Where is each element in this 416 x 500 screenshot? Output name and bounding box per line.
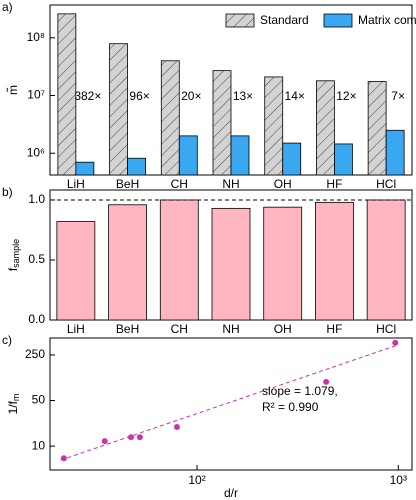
x-tick-label: OH xyxy=(274,322,292,336)
ratio-label: 12× xyxy=(336,89,356,103)
data-point xyxy=(60,455,67,462)
y-tick-label: 10⁶ xyxy=(27,145,45,159)
ratio-label: 13× xyxy=(233,89,253,103)
x-tick-label: CH xyxy=(171,177,188,191)
bar xyxy=(334,143,353,176)
x-tick-label: OH xyxy=(274,177,292,191)
panel-label: b) xyxy=(2,185,13,199)
y-tick-label: 10⁷ xyxy=(27,88,45,102)
bar xyxy=(264,76,284,176)
bar xyxy=(263,206,303,321)
x-axis-label: d/r xyxy=(224,486,238,500)
bar xyxy=(230,135,250,176)
x-tick-label: 10³ xyxy=(390,473,407,487)
data-point xyxy=(173,424,180,431)
ratio-label: 7× xyxy=(391,89,405,103)
axes-frame xyxy=(49,337,413,471)
bar xyxy=(178,135,198,176)
x-tick-label: BeH xyxy=(116,177,139,191)
bar xyxy=(282,142,302,176)
bar xyxy=(160,60,180,176)
fit-annotation: slope = 1.079, xyxy=(262,384,338,398)
y-tick-label: 0.0 xyxy=(28,312,45,326)
legend-swatch xyxy=(323,13,353,28)
legend-label: Matrix completion xyxy=(358,13,416,27)
bar xyxy=(57,13,77,176)
legend-label: Standard xyxy=(260,13,309,27)
bar xyxy=(127,157,146,176)
ratio-label: 20× xyxy=(181,89,201,103)
y-tick-label: 0.5 xyxy=(28,252,45,266)
y-axis-label-main: f xyxy=(6,267,20,271)
data-point xyxy=(128,434,135,441)
ratio-label: 14× xyxy=(285,89,305,103)
y-axis-label: 1/fm xyxy=(6,394,21,415)
x-tick-label: HF xyxy=(326,177,342,191)
panel-label: a) xyxy=(2,0,13,14)
legend-swatch xyxy=(225,13,255,28)
data-point xyxy=(101,438,108,445)
y-axis-label-sub: sample xyxy=(11,239,21,268)
bar xyxy=(108,204,147,321)
panel-label: c) xyxy=(2,333,12,347)
y-axis-label-sub: m xyxy=(11,394,21,402)
ratio-label: 382× xyxy=(74,89,101,103)
x-tick-label: CH xyxy=(171,322,188,336)
x-tick-label: LiH xyxy=(67,177,85,191)
bar xyxy=(75,161,95,176)
bar xyxy=(366,199,406,321)
y-tick-label: 10⁸ xyxy=(27,30,45,44)
ratio-label: 96× xyxy=(129,89,149,103)
x-tick-label: BeH xyxy=(116,322,139,336)
y-axis-label-main: 1/f xyxy=(6,400,20,414)
x-tick-label: HF xyxy=(326,322,342,336)
y-tick-label: 50 xyxy=(32,393,46,407)
bar xyxy=(56,221,96,321)
fit-line xyxy=(60,344,399,461)
bar xyxy=(315,201,354,321)
fit-annotation: R² = 0.990 xyxy=(262,400,319,414)
bar xyxy=(159,199,199,321)
bar xyxy=(211,207,251,321)
x-tick-label: LiH xyxy=(67,322,85,336)
y-axis-label: fsample xyxy=(6,239,21,271)
x-tick-label: NH xyxy=(222,177,239,191)
x-tick-label: HCl xyxy=(376,177,396,191)
bar xyxy=(109,43,128,176)
y-tick-label: 1.0 xyxy=(28,192,45,206)
x-tick-label: NH xyxy=(222,322,239,336)
data-point xyxy=(136,434,143,441)
y-axis-label: m̃ xyxy=(5,85,20,95)
y-tick-label: 250 xyxy=(25,347,45,361)
bar xyxy=(212,70,232,176)
data-point xyxy=(392,339,399,346)
bar xyxy=(316,80,335,176)
x-tick-label: 10² xyxy=(188,473,205,487)
bar xyxy=(385,129,405,176)
y-tick-label: 10 xyxy=(32,438,46,452)
data-point xyxy=(323,378,330,385)
y-axis-label-main: m̃ xyxy=(5,85,20,95)
bar xyxy=(367,81,387,176)
x-tick-label: HCl xyxy=(376,322,396,336)
